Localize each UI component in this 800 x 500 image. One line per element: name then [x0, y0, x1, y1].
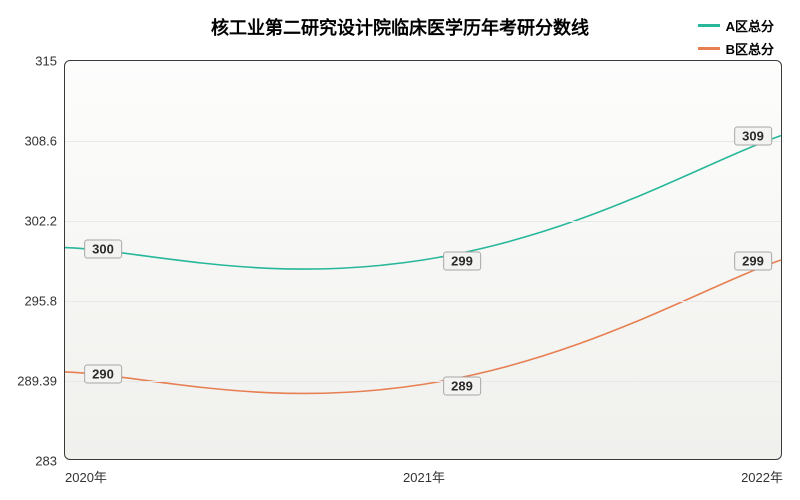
chart-container: 核工业第二研究设计院临床医学历年考研分数线 A区总分 B区总分 283289.3…	[0, 0, 800, 500]
gridline	[65, 141, 781, 142]
legend: A区总分 B区总分	[698, 16, 774, 62]
legend-label: A区总分	[726, 16, 774, 35]
legend-swatch-b	[698, 47, 720, 50]
legend-item: B区总分	[698, 39, 774, 58]
y-tick-label: 308.6	[24, 134, 65, 149]
x-tick-label: 2020年	[65, 459, 107, 486]
legend-item: A区总分	[698, 16, 774, 35]
x-tick-label: 2021年	[403, 459, 445, 486]
point-label: 299	[443, 252, 481, 271]
gridline	[65, 301, 781, 302]
x-tick-label: 2022年	[741, 459, 783, 486]
series-line	[65, 136, 781, 269]
legend-swatch-a	[698, 24, 720, 27]
series-lines	[65, 61, 781, 459]
plot-area: 283289.39295.8302.2308.63152020年2021年202…	[64, 60, 782, 460]
gridline	[65, 221, 781, 222]
point-label: 299	[734, 252, 772, 271]
legend-label: B区总分	[726, 39, 774, 58]
point-label: 290	[84, 364, 122, 383]
chart-title: 核工业第二研究设计院临床医学历年考研分数线	[211, 14, 589, 40]
gridline	[65, 381, 781, 382]
y-tick-label: 315	[35, 54, 65, 69]
y-tick-label: 302.2	[24, 214, 65, 229]
series-line	[65, 260, 781, 393]
y-tick-label: 283	[35, 454, 65, 469]
point-label: 309	[734, 127, 772, 146]
y-tick-label: 295.8	[24, 294, 65, 309]
y-tick-label: 289.39	[17, 374, 65, 389]
point-label: 300	[84, 239, 122, 258]
point-label: 289	[443, 377, 481, 396]
